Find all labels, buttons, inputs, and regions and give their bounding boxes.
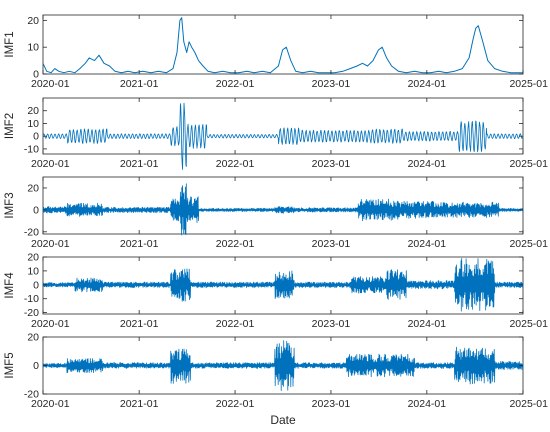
- y-tick-label: 0: [33, 360, 39, 372]
- y-tick-label: -20: [24, 389, 39, 401]
- x-tick-label: 2023-01: [312, 158, 351, 170]
- y-tick-label: 10: [27, 118, 39, 130]
- imf-series-line: [42, 340, 524, 391]
- y-tick-label: 20: [27, 252, 39, 264]
- y-axis-label: IMF4: [4, 272, 16, 299]
- x-tick-label: 2020-01: [31, 238, 70, 250]
- x-tick-label: 2025-01: [509, 158, 548, 170]
- y-axis-label: IMF5: [4, 352, 16, 378]
- imf-panel-1: 0 10 20 2020-01 2021-01 2022-01 2023-01 2024-01…: [4, 14, 548, 90]
- y-tick-label: 0: [33, 279, 39, 291]
- y-axis-label: IMF3: [4, 192, 16, 218]
- x-tick-label: 2022-01: [216, 238, 255, 250]
- y-axis-label: IMF2: [4, 113, 16, 139]
- x-tick-label: 2022-01: [216, 78, 255, 90]
- x-tick-label: 2024-01: [408, 318, 447, 330]
- x-tick-label: 2025-01: [509, 318, 548, 330]
- x-tick-label: 2023-01: [312, 78, 351, 90]
- y-tick-label: -20: [24, 307, 39, 319]
- x-tick-label: 2022-01: [216, 318, 255, 330]
- x-tick-label: 2025-01: [509, 398, 548, 410]
- plot-frame: [42, 14, 524, 75]
- imf-series-line: [42, 183, 524, 236]
- y-axis-label: IMF1: [4, 31, 16, 57]
- x-tick-label: 2025-01: [509, 78, 548, 90]
- x-tick-label: 2020-01: [31, 158, 70, 170]
- x-tick-label: 2024-01: [408, 158, 447, 170]
- y-tick-label: 0: [33, 131, 39, 143]
- y-tick-label: 10: [27, 265, 39, 277]
- x-tick-label: 2020-01: [31, 318, 70, 330]
- y-tick-label: 0: [33, 69, 39, 81]
- plot-frame: [42, 176, 524, 235]
- imf-panel-5: -20 0 20 2020-01 2021-01 2022-01 2023-01 2024-0…: [4, 332, 548, 428]
- imf-panel-3: -20 0 20 2020-01 2021-01 2022-01 2023-01 2024-0…: [4, 176, 548, 250]
- y-tick-label: 20: [27, 332, 39, 344]
- x-axis-label: Date: [270, 413, 296, 427]
- x-tick-label: 2023-01: [312, 398, 351, 410]
- x-tick-label: 2024-01: [408, 78, 447, 90]
- imf-series-line: [42, 102, 524, 170]
- x-tick-label: 2023-01: [312, 238, 351, 250]
- x-tick-label: 2020-01: [31, 398, 70, 410]
- x-tick-label: 2025-01: [509, 238, 548, 250]
- x-tick-label: 2022-01: [216, 158, 255, 170]
- y-tick-label: -20: [24, 226, 39, 238]
- y-tick-label: -10: [24, 293, 39, 305]
- x-tick-label: 2021-01: [120, 318, 159, 330]
- y-tick-label: 10: [27, 42, 39, 54]
- x-tick-label: 2024-01: [408, 398, 447, 410]
- x-tick-label: 2021-01: [120, 158, 159, 170]
- x-tick-label: 2021-01: [120, 398, 159, 410]
- y-tick-label: 20: [27, 182, 39, 194]
- x-tick-label: 2024-01: [408, 238, 447, 250]
- y-tick-label: 20: [27, 105, 39, 117]
- imf-series-line: [42, 258, 524, 312]
- y-tick-label: -10: [24, 143, 39, 155]
- x-tick-label: 2023-01: [312, 318, 351, 330]
- x-tick-label: 2021-01: [120, 238, 159, 250]
- imf-series-line: [42, 17, 523, 74]
- x-tick-label: 2022-01: [216, 398, 255, 410]
- x-tick-label: 2020-01: [31, 78, 70, 90]
- x-tick-label: 2021-01: [120, 78, 159, 90]
- plot-frame: [42, 97, 524, 155]
- y-tick-label: 20: [27, 15, 39, 27]
- y-tick-label: 0: [33, 204, 39, 216]
